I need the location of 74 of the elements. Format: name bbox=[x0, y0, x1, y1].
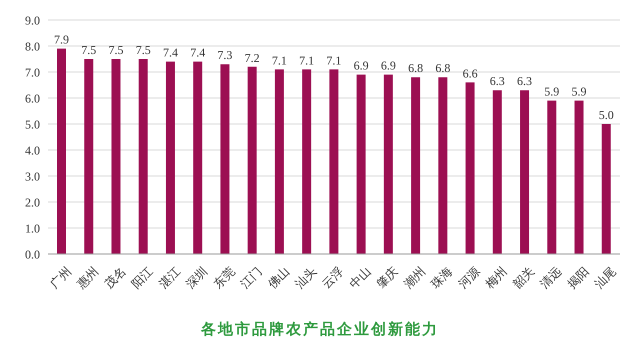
bar bbox=[329, 69, 338, 254]
bar bbox=[302, 69, 312, 254]
bar bbox=[602, 124, 611, 254]
x-tick-label: 惠州 bbox=[74, 264, 102, 292]
x-tick-label: 清远 bbox=[537, 264, 564, 292]
bar bbox=[492, 90, 502, 254]
x-tick-label: 韶关 bbox=[510, 264, 538, 292]
y-tick-label: 9.0 bbox=[25, 13, 40, 28]
bar bbox=[384, 74, 393, 254]
bar bbox=[84, 59, 94, 254]
bar bbox=[138, 59, 148, 254]
bar bbox=[111, 59, 120, 254]
data-label: 6.3 bbox=[490, 74, 505, 88]
data-label: 7.5 bbox=[108, 43, 124, 57]
x-tick-label: 汕尾 bbox=[592, 264, 619, 292]
bar bbox=[274, 69, 284, 254]
x-tick-label: 汕头 bbox=[292, 264, 320, 292]
x-tick-label: 珠海 bbox=[428, 264, 456, 292]
data-label: 7.9 bbox=[54, 32, 69, 47]
y-tick-label: 6.0 bbox=[25, 91, 40, 106]
x-tick-label: 深圳 bbox=[183, 264, 210, 292]
y-tick-label: 7.0 bbox=[25, 65, 40, 80]
x-tick-label: 梅州 bbox=[482, 264, 510, 292]
data-label: 6.8 bbox=[408, 61, 424, 76]
data-label: 7.4 bbox=[190, 46, 206, 60]
bar bbox=[193, 62, 202, 254]
x-tick-label: 河源 bbox=[456, 264, 483, 292]
data-label: 7.1 bbox=[299, 53, 314, 68]
y-tick-label: 8.0 bbox=[25, 39, 40, 54]
data-label: 5.0 bbox=[598, 108, 614, 122]
data-label: 7.5 bbox=[81, 43, 96, 57]
x-tick-label: 中山 bbox=[346, 264, 374, 292]
data-label: 5.9 bbox=[572, 84, 587, 99]
data-label: 7.2 bbox=[244, 50, 260, 65]
bar bbox=[574, 100, 584, 254]
bar bbox=[248, 66, 257, 254]
data-label: 6.9 bbox=[380, 58, 396, 73]
bar bbox=[166, 62, 175, 254]
bar bbox=[57, 48, 66, 254]
y-tick-label: 4.0 bbox=[25, 143, 40, 158]
x-tick-label: 江门 bbox=[238, 264, 265, 292]
data-label: 7.3 bbox=[217, 48, 232, 62]
data-label: 7.5 bbox=[136, 43, 151, 57]
x-tick-label: 揭阳 bbox=[564, 264, 592, 292]
data-label: 7.4 bbox=[162, 46, 178, 60]
x-tick-label: 肇庆 bbox=[374, 264, 401, 292]
data-label: 6.6 bbox=[462, 66, 478, 80]
data-label: 6.3 bbox=[517, 74, 532, 88]
bar bbox=[220, 64, 230, 254]
x-tick-label: 云浮 bbox=[319, 264, 346, 292]
x-tick-label: 东莞 bbox=[210, 264, 238, 292]
bar bbox=[547, 100, 556, 254]
x-tick-label: 佛山 bbox=[264, 264, 292, 292]
data-label: 6.9 bbox=[354, 58, 369, 73]
x-tick-label: 阳江 bbox=[128, 264, 156, 292]
text: 各地市品牌农产品企业创新能力 bbox=[200, 320, 440, 339]
y-tick-label: 0.0 bbox=[25, 247, 40, 262]
x-tick-label: 茂名 bbox=[102, 264, 128, 292]
bar bbox=[411, 77, 420, 254]
y-tick-label: 3.0 bbox=[25, 169, 40, 184]
data-label: 7.1 bbox=[272, 53, 287, 68]
bar bbox=[438, 77, 448, 254]
x-tick-label: 湛江 bbox=[156, 264, 183, 292]
data-label: 5.9 bbox=[544, 84, 560, 99]
y-tick-label: 1.0 bbox=[25, 221, 40, 236]
x-tick-label: 广州 bbox=[47, 264, 74, 292]
bar bbox=[520, 90, 530, 254]
y-tick-label: 2.0 bbox=[25, 195, 40, 210]
y-tick-label: 5.0 bbox=[25, 117, 40, 132]
x-tick-label: 潮州 bbox=[401, 264, 428, 292]
data-label: 7.1 bbox=[326, 53, 342, 68]
data-label: 6.8 bbox=[435, 61, 450, 76]
bar bbox=[356, 74, 366, 254]
bar bbox=[466, 82, 475, 254]
